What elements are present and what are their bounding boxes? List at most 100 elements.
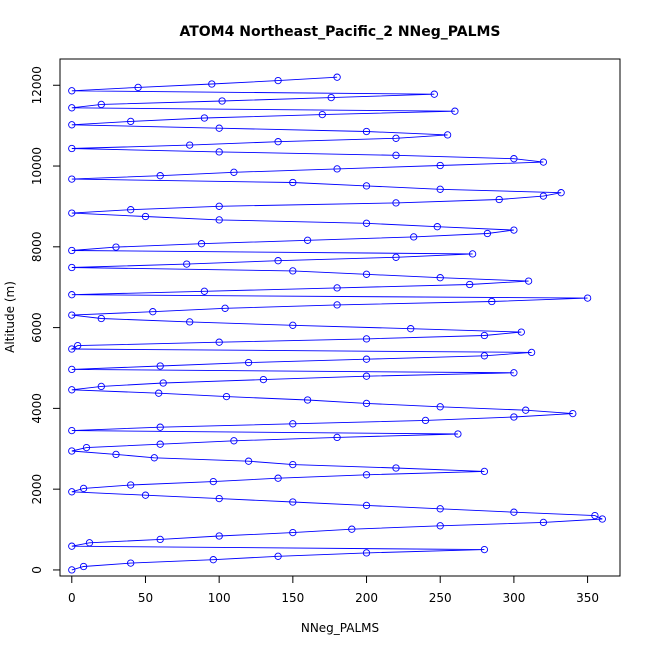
data-point [156, 423, 164, 431]
data-point [539, 192, 548, 200]
data-point [68, 311, 76, 319]
data-point [68, 121, 76, 129]
data-point [200, 114, 209, 122]
data-point [97, 314, 105, 323]
series-layer [68, 73, 606, 574]
data-point [79, 562, 88, 571]
data-point [215, 532, 223, 540]
data-point [522, 406, 530, 414]
data-point [421, 416, 430, 425]
data-point [218, 97, 226, 105]
data-point [348, 525, 356, 533]
data-point [466, 280, 474, 289]
data-point [68, 291, 76, 299]
data-point [436, 161, 444, 170]
data-point [68, 542, 76, 550]
y-tick-label: 4000 [30, 393, 44, 424]
data-point [186, 318, 194, 326]
data-point [274, 257, 282, 265]
data-point [303, 396, 312, 404]
data-point [495, 195, 503, 204]
data-point [318, 110, 326, 119]
data-point [209, 556, 217, 564]
data-point [215, 216, 223, 224]
data-point [68, 566, 76, 574]
y-tick-label: 10000 [30, 147, 44, 185]
data-point [127, 559, 135, 567]
data-point [79, 484, 88, 493]
data-point [215, 202, 223, 210]
data-point [598, 515, 606, 523]
data-point [569, 409, 577, 418]
data-point [156, 440, 164, 448]
data-point [468, 250, 477, 258]
data-point [259, 375, 268, 384]
data-point [68, 365, 76, 374]
data-point [392, 151, 400, 159]
x-tick-label: 150 [281, 591, 304, 605]
data-point [480, 545, 489, 554]
data-point [407, 325, 415, 333]
data-point [483, 229, 492, 238]
data-point [480, 352, 489, 360]
y-tick-label: 2000 [30, 474, 44, 505]
data-point [274, 474, 282, 482]
x-tick-label: 350 [576, 591, 599, 605]
data-point [539, 158, 548, 166]
data-point [539, 518, 548, 527]
data-point [362, 399, 371, 408]
data-point [362, 501, 371, 510]
data-point [392, 134, 400, 142]
data-point [289, 420, 297, 428]
data-point [362, 355, 371, 363]
data-point [274, 552, 282, 560]
data-point [68, 175, 76, 183]
x-tick-label: 300 [502, 591, 525, 605]
data-point [215, 494, 223, 503]
data-point [208, 80, 216, 88]
chart-title: ATOM4 Northeast_Pacific_2 NNeg_PALMS [179, 24, 500, 40]
data-point [150, 454, 158, 462]
data-point [156, 362, 164, 370]
data-point [68, 345, 76, 353]
data-point [68, 488, 76, 496]
data-point [333, 73, 341, 81]
data-point [327, 93, 335, 102]
data-point [583, 294, 592, 302]
data-point [289, 267, 297, 275]
data-point [289, 321, 297, 329]
data-point [510, 226, 518, 234]
data-point [527, 348, 536, 357]
x-tick-label: 50 [138, 591, 153, 605]
data-point [97, 100, 105, 109]
data-point [436, 185, 444, 193]
data-point [127, 117, 135, 126]
data-point [209, 477, 217, 486]
data-point [215, 124, 223, 132]
data-point [362, 182, 371, 190]
data-point [303, 236, 312, 244]
y-axis: 0 2000 4000 6000 8000 10000 12000 [30, 66, 61, 574]
x-tick-label: 200 [355, 591, 378, 605]
data-point [155, 389, 163, 397]
data-point [557, 189, 565, 197]
x-tick-label: 250 [429, 591, 452, 605]
data-point [222, 392, 231, 401]
y-tick-label: 0 [30, 566, 44, 574]
data-point [230, 168, 238, 176]
data-point [112, 243, 120, 251]
data-point [524, 277, 533, 285]
data-point [97, 382, 105, 391]
data-point [436, 505, 444, 513]
data-point [74, 341, 82, 350]
data-point [289, 460, 297, 469]
data-point [436, 274, 444, 282]
data-point [410, 233, 418, 241]
data-point [362, 549, 371, 557]
data-point [186, 141, 194, 149]
y-tick-label: 12000 [30, 66, 44, 104]
x-tick-label: 100 [208, 591, 231, 605]
data-point [159, 379, 167, 387]
data-point [289, 178, 297, 187]
